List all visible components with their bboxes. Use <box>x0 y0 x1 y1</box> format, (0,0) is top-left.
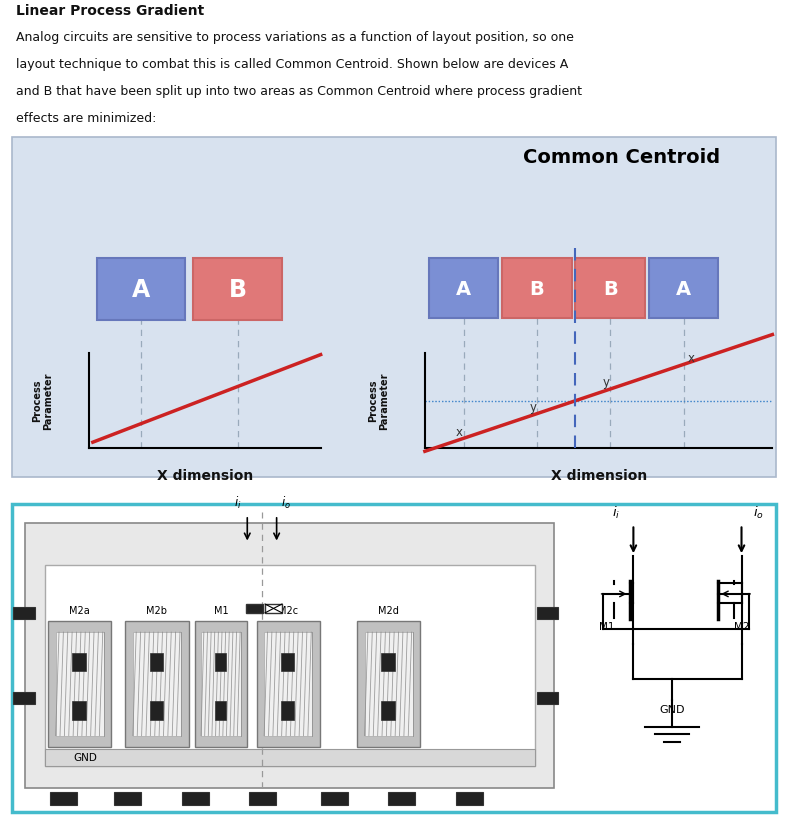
Bar <box>45 749 535 766</box>
Bar <box>150 702 163 720</box>
Bar <box>97 259 185 320</box>
Bar <box>537 693 559 704</box>
Text: B: B <box>603 279 618 298</box>
Text: M2a: M2a <box>69 605 90 615</box>
Bar <box>265 604 282 613</box>
Bar <box>150 653 163 672</box>
Text: x: x <box>688 351 695 364</box>
Text: layout technique to combat this is called Common Centroid. Shown below are devic: layout technique to combat this is calle… <box>16 58 568 71</box>
Text: Process
Parameter: Process Parameter <box>32 372 54 429</box>
Text: M1: M1 <box>214 605 229 615</box>
Bar <box>281 702 295 720</box>
Text: Linear Process Gradient: Linear Process Gradient <box>16 4 204 18</box>
Bar <box>381 702 395 720</box>
Bar <box>246 604 262 613</box>
Bar <box>257 621 320 747</box>
Bar <box>249 792 276 805</box>
Bar <box>125 621 188 747</box>
Bar <box>25 523 554 788</box>
Text: X dimension: X dimension <box>551 468 647 482</box>
Text: $i_i$: $i_i$ <box>234 495 242 510</box>
Bar <box>50 792 77 805</box>
Text: Analog circuits are sensitive to process variations as a function of layout posi: Analog circuits are sensitive to process… <box>16 31 574 44</box>
Text: y: y <box>603 376 610 389</box>
Bar <box>56 632 104 735</box>
Bar <box>195 621 247 747</box>
Bar <box>215 653 226 672</box>
FancyBboxPatch shape <box>12 138 776 477</box>
Text: X dimension: X dimension <box>157 468 253 482</box>
Bar <box>48 621 111 747</box>
Bar <box>388 792 414 805</box>
Bar <box>201 632 241 735</box>
Text: M2: M2 <box>734 621 749 631</box>
FancyBboxPatch shape <box>12 505 776 812</box>
Bar <box>72 653 86 672</box>
Bar <box>264 632 312 735</box>
Bar <box>455 792 483 805</box>
Bar <box>502 259 571 319</box>
Bar <box>114 792 142 805</box>
Bar <box>215 702 226 720</box>
Text: A: A <box>132 278 151 301</box>
Bar <box>365 632 413 735</box>
Bar <box>13 608 35 619</box>
Text: Process
Parameter: Process Parameter <box>368 372 389 429</box>
Text: B: B <box>530 279 545 298</box>
Bar <box>649 259 719 319</box>
Text: M1: M1 <box>599 621 614 631</box>
Bar <box>357 621 420 747</box>
Text: x: x <box>456 425 463 438</box>
Text: M2c: M2c <box>278 605 299 615</box>
Bar <box>537 608 559 619</box>
Bar <box>45 566 535 766</box>
Text: GND: GND <box>660 704 685 714</box>
Bar <box>381 653 395 672</box>
Bar <box>193 259 282 320</box>
Text: GND: GND <box>73 752 98 762</box>
Bar <box>321 792 348 805</box>
Text: A: A <box>676 279 691 298</box>
Bar <box>181 792 209 805</box>
Text: $i_i$: $i_i$ <box>612 504 620 520</box>
Bar <box>429 259 498 319</box>
Text: A: A <box>456 279 471 298</box>
Text: $i_o$: $i_o$ <box>753 504 764 520</box>
Text: B: B <box>229 278 247 301</box>
Bar <box>133 632 181 735</box>
Text: and B that have been split up into two areas as Common Centroid where process gr: and B that have been split up into two a… <box>16 85 582 98</box>
Bar <box>72 702 86 720</box>
Text: $i_o$: $i_o$ <box>281 495 291 510</box>
Text: Common Centroid: Common Centroid <box>523 147 720 166</box>
Bar <box>13 693 35 704</box>
Text: M2d: M2d <box>378 605 399 615</box>
Text: effects are minimized:: effects are minimized: <box>16 112 156 125</box>
Text: M2b: M2b <box>147 605 167 615</box>
Bar <box>281 653 295 672</box>
Text: y: y <box>530 400 537 414</box>
Bar <box>575 259 645 319</box>
